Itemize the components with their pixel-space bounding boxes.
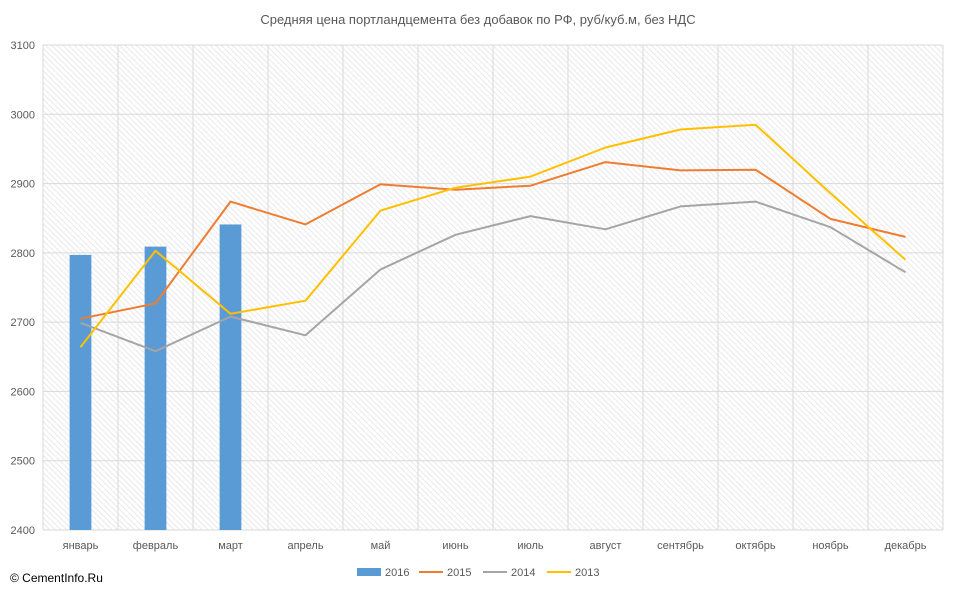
- y-tick-label: 3000: [11, 109, 35, 121]
- y-tick-label: 2500: [11, 456, 35, 468]
- legend-swatch: [357, 568, 381, 576]
- x-tick-label: май: [371, 540, 391, 552]
- chart-title: Средняя цена портландцемента без добавок…: [260, 12, 695, 27]
- x-tick-label: сентябрь: [657, 540, 704, 552]
- legend: 2016 2015 2014 2013: [357, 567, 599, 579]
- y-tick-label: 2400: [11, 525, 35, 537]
- line-series-2013: [79, 123, 907, 348]
- x-tick-label: апрель: [287, 540, 323, 552]
- x-tick-label: январь: [63, 540, 99, 552]
- line-series-2014: [80, 200, 907, 353]
- copyright-text: © CementInfo.Ru: [10, 571, 103, 585]
- line-series-2015: [80, 161, 906, 320]
- y-tick-label: 2800: [11, 248, 35, 260]
- y-tick-label: 2900: [11, 179, 35, 191]
- x-tick-label: март: [218, 540, 243, 552]
- bars-2016: [69, 224, 242, 530]
- x-tick-label: декабрь: [885, 540, 927, 552]
- legend-item-2013: 2013: [547, 567, 599, 579]
- legend-item-2015: 2015: [419, 567, 471, 579]
- legend-label: 2015: [447, 567, 471, 579]
- legend-label: 2016: [385, 567, 409, 579]
- x-tick-label: октябрь: [735, 540, 775, 552]
- legend-label: 2014: [511, 567, 535, 579]
- y-axis: 2400 2500 2600 2700 2800 2900 3000 3100: [11, 40, 35, 537]
- x-axis: январь февраль март апрель май июнь июль август…: [63, 540, 927, 552]
- bar-2016-1: [144, 246, 167, 530]
- x-tick-label: февраль: [133, 540, 179, 552]
- series-lines: [79, 123, 907, 353]
- x-tick-label: июнь: [442, 540, 468, 552]
- legend-item-2016: 2016: [357, 567, 409, 579]
- bar-2016-0: [69, 254, 92, 530]
- legend-label: 2013: [575, 567, 599, 579]
- y-tick-label: 3100: [11, 40, 35, 52]
- gridlines: [42, 44, 944, 531]
- x-tick-label: ноябрь: [812, 540, 849, 552]
- y-tick-label: 2600: [11, 386, 35, 398]
- y-tick-label: 2700: [11, 317, 35, 329]
- legend-item-2014: 2014: [483, 567, 535, 579]
- bar-2016-2: [219, 224, 242, 530]
- x-tick-label: август: [590, 540, 622, 552]
- x-tick-label: июль: [517, 540, 544, 552]
